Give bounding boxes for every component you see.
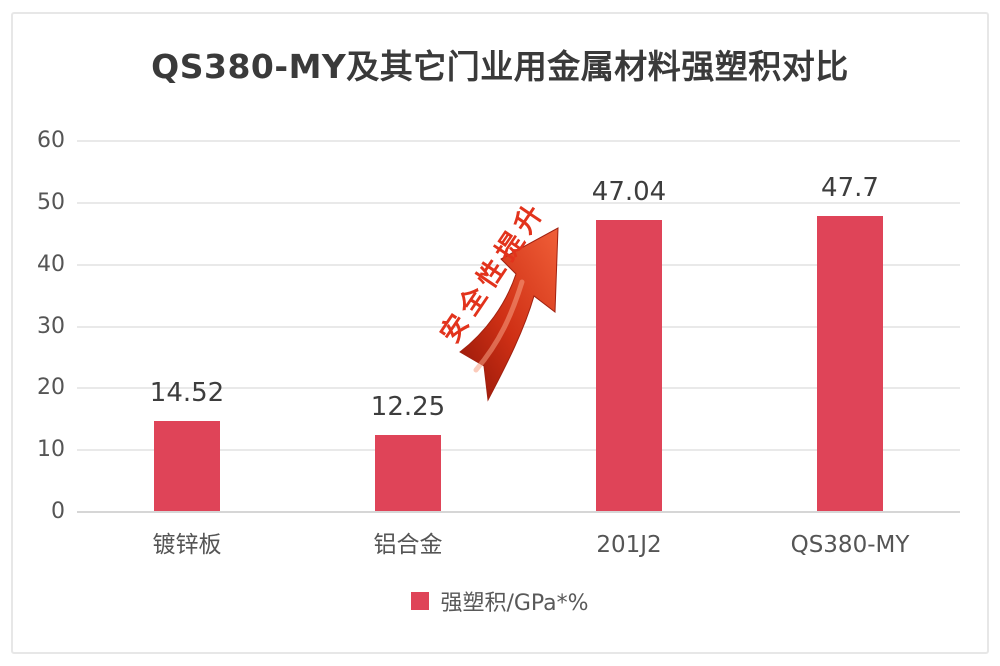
y-tick-label: 60	[37, 128, 65, 153]
bar	[375, 435, 441, 511]
bar-value-label: 47.04	[591, 177, 667, 207]
x-category-label: 镀锌板	[152, 532, 222, 558]
bar	[817, 216, 883, 511]
legend-swatch	[411, 592, 430, 610]
gridline	[77, 140, 960, 142]
gridline	[77, 449, 960, 451]
gridline	[77, 202, 960, 204]
y-tick-label: 30	[37, 314, 65, 339]
chart-title: QS380-MY及其它门业用金属材料强塑积对比	[151, 47, 849, 86]
bar-value-label: 47.7	[821, 173, 879, 203]
legend: 强塑积/GPa*%	[0, 585, 1000, 617]
gridline	[77, 387, 960, 389]
x-category-label: 201J2	[596, 532, 662, 558]
bar-value-label: 12.25	[370, 392, 446, 422]
y-tick-label: 20	[37, 375, 65, 400]
x-category-label: 铝合金	[373, 532, 443, 558]
y-tick-label: 50	[37, 190, 65, 215]
y-tick-label: 10	[37, 437, 65, 462]
bar	[596, 220, 662, 511]
growth-arrow-icon	[459, 227, 559, 402]
y-tick-label: 40	[37, 252, 65, 277]
gridline	[77, 511, 960, 513]
bar-value-label: 14.52	[149, 378, 225, 408]
bar	[154, 421, 220, 511]
legend-label: 强塑积/GPa*%	[440, 591, 589, 616]
x-category-label: QS380-MY	[790, 532, 910, 558]
y-tick-label: 0	[51, 499, 65, 524]
